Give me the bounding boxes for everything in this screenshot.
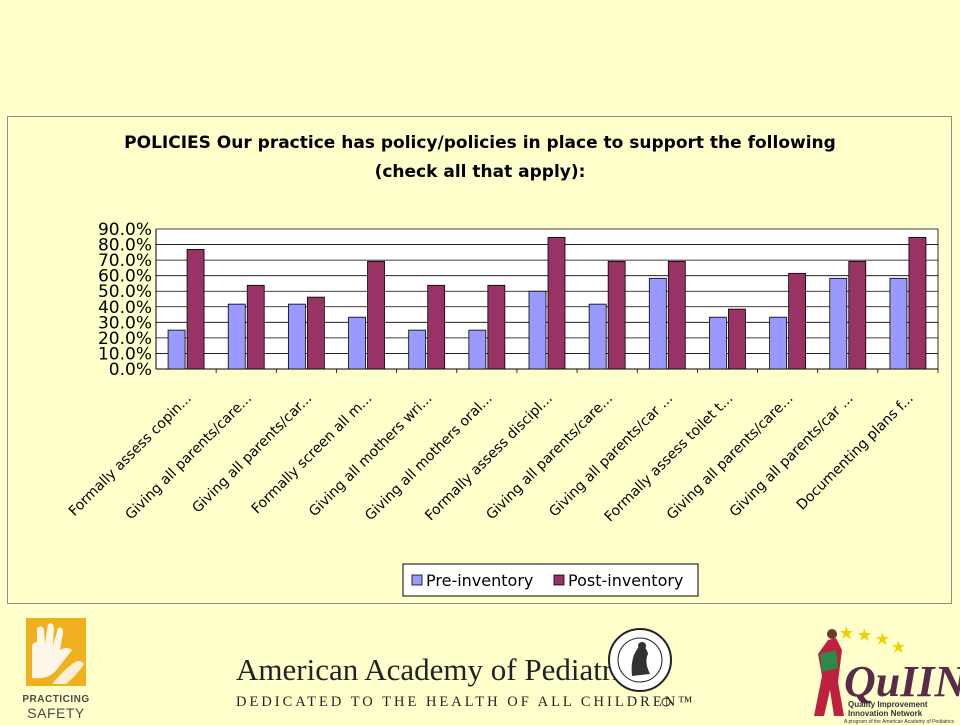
quiin-logo: QuIIN Quality Improvement Innovation Net… [806, 620, 960, 725]
bar-pre-12 [829, 277, 848, 370]
quiin-name: QuIIN [844, 657, 960, 706]
legend-label-post: Post-inventory [568, 571, 683, 590]
bar-post-4 [367, 260, 385, 370]
x-category-label: Giving all parents/car ... [727, 391, 857, 521]
bar-post-11 [788, 272, 807, 370]
x-category-label: Giving all parents/care... [664, 391, 797, 524]
y-tick-label: 40.0% [98, 298, 152, 318]
bar-pre-13 [889, 277, 908, 370]
x-category-label: Giving all parents/car ... [546, 391, 676, 521]
legend: Pre-inventory Post-inventory [402, 563, 699, 597]
practicing-safety-line2: SAFETY [27, 705, 85, 721]
bar-pre-3 [287, 303, 306, 370]
bar-post-9 [667, 260, 686, 370]
bar-pre-2 [227, 303, 246, 370]
bar-pre-4 [348, 316, 366, 370]
aap-name: American Academy of Pediatrics [236, 652, 647, 687]
bar-pre-6 [468, 329, 487, 370]
y-tick-label: 90.0% [98, 220, 152, 240]
bar-post-7 [547, 237, 566, 370]
y-tick-label: 0.0% [109, 360, 152, 380]
x-category-label: Giving all parents/car... [189, 391, 315, 517]
y-tick-label: 10.0% [98, 344, 152, 364]
bar-pre-5 [408, 329, 427, 370]
y-tick-label: 80.0% [98, 236, 152, 256]
practicing-safety-logo: PRACTICING SAFETY [20, 618, 92, 721]
chart-title-line2: (check all that apply): [375, 162, 586, 182]
bar-post-6 [487, 284, 506, 370]
footer: PRACTICING SAFETY American Academy of Pe… [0, 606, 960, 725]
bar-post-3 [306, 296, 325, 370]
bar-pre-7 [528, 290, 547, 370]
bar-pre-10 [709, 316, 727, 370]
bar-post-10 [728, 308, 746, 370]
chart-title-line1: POLICIES Our practice has policy/policie… [124, 133, 836, 153]
bar-pre-1 [167, 329, 186, 370]
quiin-subtitle-line2: Innovation Network [848, 709, 923, 718]
x-category-label: Formally assess copin... [66, 391, 195, 520]
quiin-subtitle-line1: Quality Improvement [848, 700, 928, 709]
x-category-label: Formally assess discipl... [422, 391, 556, 525]
y-tick-label: 20.0% [98, 329, 152, 349]
bar-post-2 [246, 284, 265, 370]
x-category-label: Giving all parents/care... [483, 391, 616, 524]
hands-icon [26, 618, 86, 686]
aap-tagline: DEDICATED TO THE HEALTH OF ALL CHILDREN™ [236, 694, 696, 710]
bar-post-5 [427, 284, 446, 370]
plot-area [156, 229, 938, 369]
bar-pre-11 [769, 316, 788, 370]
legend-swatch-pre [411, 574, 423, 586]
bar-post-12 [848, 260, 867, 370]
y-tick-label: 30.0% [98, 313, 152, 333]
quiin-figure-icon [814, 626, 905, 716]
aap-seal-icon [608, 628, 672, 707]
x-category-label: Giving all mothers oral... [362, 391, 495, 524]
bar-post-13 [908, 237, 927, 370]
x-category-label: Formally assess toilet t... [602, 391, 737, 526]
legend-swatch-post [553, 574, 565, 586]
bar-pre-9 [648, 277, 667, 370]
x-category-label: Giving all parents/care... [122, 391, 255, 524]
aap-wordmark: American Academy of Pediatrics DEDICATED… [236, 652, 695, 711]
legend-box [402, 563, 699, 597]
practicing-safety-line1: PRACTICING [22, 694, 90, 705]
bar-post-8 [607, 260, 626, 370]
x-category-label: Documenting plans f... [794, 391, 917, 514]
legend-label-pre: Pre-inventory [426, 571, 533, 590]
y-tick-label: 60.0% [98, 267, 152, 287]
bar-post-1 [186, 248, 205, 370]
x-category-label: Giving all mothers wri... [306, 391, 435, 520]
y-tick-label: 70.0% [98, 251, 152, 271]
chart-container: POLICIES Our practice has policy/policie… [7, 116, 952, 604]
bar-pre-8 [588, 303, 607, 370]
bar-chart: POLICIES Our practice has policy/policie… [66, 133, 939, 597]
y-tick-label: 50.0% [98, 282, 152, 302]
x-category-label: Formally screen all m... [249, 391, 376, 518]
